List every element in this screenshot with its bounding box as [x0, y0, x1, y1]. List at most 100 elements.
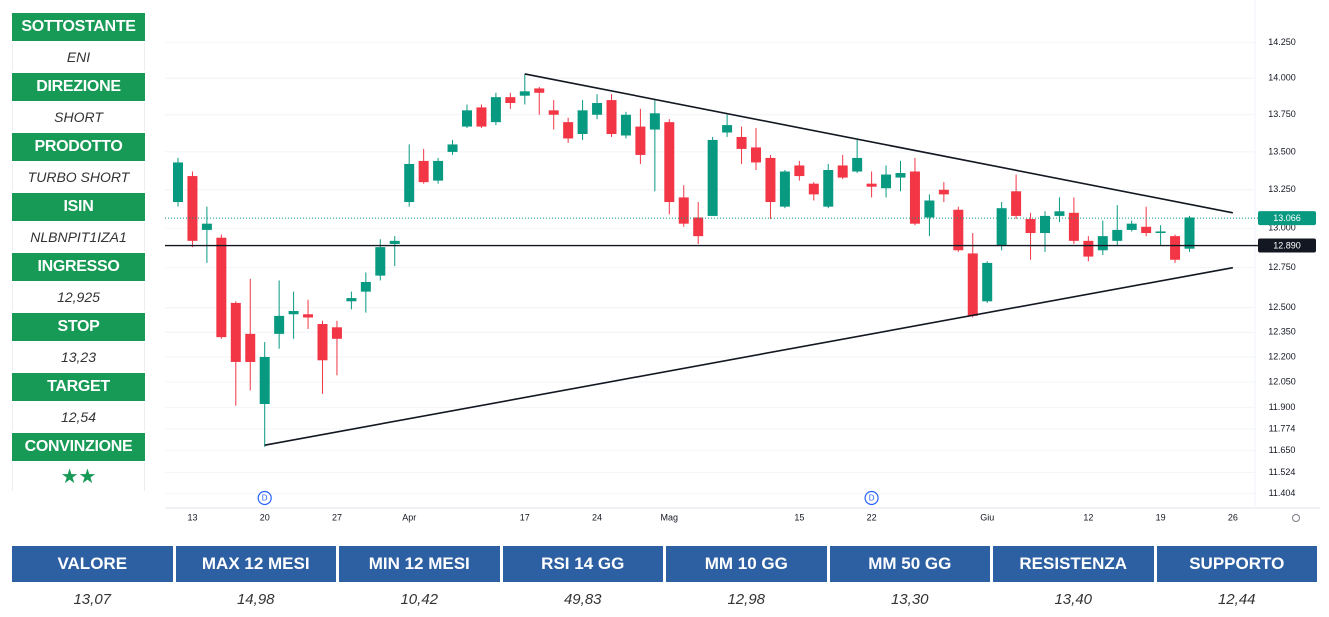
candle-body — [1040, 215, 1050, 234]
y-tick-label: 12.500 — [1268, 302, 1296, 312]
candle-body — [1184, 217, 1195, 249]
field-label: INGRESSO — [12, 253, 145, 281]
candle-body — [837, 165, 848, 178]
table-value: 14,98 — [175, 585, 336, 615]
candle-body — [606, 100, 617, 134]
candle-body — [953, 209, 964, 251]
field-value: TURBO SHORT — [12, 163, 145, 191]
candle-body — [346, 298, 357, 302]
settings-icon — [1292, 514, 1300, 522]
candle-body — [1068, 212, 1079, 241]
candle-body — [823, 169, 834, 207]
candle-body — [548, 110, 559, 115]
candle-body — [852, 157, 863, 172]
candle-body — [216, 237, 227, 338]
candle-body — [360, 282, 371, 292]
table-header: MAX 12 MESI — [175, 546, 336, 582]
field-label: PRODOTTO — [12, 133, 145, 161]
table-header: SUPPORTO — [1156, 546, 1317, 582]
x-tick-label: 13 — [187, 512, 197, 522]
candle-body — [433, 160, 444, 181]
candle-body — [1097, 236, 1108, 251]
candle-body — [1112, 229, 1123, 241]
candle-body — [592, 103, 603, 115]
table-header: VALORE — [12, 546, 173, 582]
event-label: D — [262, 494, 268, 503]
candle-body — [563, 122, 574, 139]
x-tick-label: 22 — [867, 512, 877, 522]
field-label: STOP — [12, 313, 145, 341]
candle-body — [881, 174, 892, 189]
candle-body — [664, 122, 675, 203]
y-tick-label: 11.900 — [1269, 402, 1296, 412]
candle-body — [620, 114, 631, 136]
candle-body — [924, 200, 935, 218]
y-tick-label: 11.524 — [1269, 467, 1296, 477]
field-value: 12,54 — [12, 403, 145, 431]
x-tick-label: Apr — [402, 512, 416, 522]
candle-body — [1141, 226, 1152, 234]
price-label: 12.890 — [1273, 240, 1301, 250]
x-tick-label: 26 — [1228, 512, 1238, 522]
y-tick-label: 13.500 — [1268, 146, 1296, 156]
y-tick-label: 13.750 — [1268, 109, 1296, 119]
candle-body — [288, 311, 299, 315]
candle-body — [635, 126, 646, 155]
candle-body — [794, 165, 805, 177]
price-label: 13.066 — [1273, 213, 1301, 223]
field-label: DIREZIONE — [12, 73, 145, 101]
candle-body — [722, 125, 733, 133]
candle-body — [476, 107, 487, 127]
event-label: D — [869, 494, 875, 503]
candle-body — [447, 144, 458, 152]
candle-body — [1011, 191, 1022, 216]
candle-body — [259, 356, 270, 404]
candle-body — [996, 208, 1007, 246]
candle-body — [389, 240, 400, 244]
table-value: 12,98 — [666, 585, 827, 615]
y-tick-label: 12.750 — [1268, 262, 1296, 272]
candle-body — [1054, 211, 1065, 216]
field-value: SHORT — [12, 103, 145, 131]
candle-body — [490, 97, 501, 123]
field-value: 12,925 — [12, 283, 145, 311]
x-tick-label: 19 — [1156, 512, 1166, 522]
candle-body — [462, 110, 472, 127]
y-tick-label: 12.050 — [1268, 376, 1296, 386]
candle-body — [519, 91, 530, 96]
table-value: 13,07 — [12, 585, 173, 615]
table-header: RSI 14 GG — [502, 546, 663, 582]
candle-body — [736, 136, 747, 149]
table-value: 13,40 — [993, 585, 1154, 615]
field-label: TARGET — [12, 373, 145, 401]
chart: 14.250 14.000 13.750 13.500 13.250 13.000 12.7… — [165, 0, 1320, 522]
candle-body — [765, 157, 776, 203]
x-tick-label: 12 — [1083, 512, 1093, 522]
field-value: ★★ — [12, 463, 145, 491]
candle-body — [982, 262, 993, 302]
candle-body — [331, 327, 342, 339]
table-value: 49,83 — [502, 585, 663, 615]
trend-line — [264, 266, 1233, 446]
table-value: 12,44 — [1156, 585, 1317, 615]
candle-body — [779, 171, 790, 207]
x-tick-label: 15 — [794, 512, 804, 522]
price-label-box — [1258, 211, 1316, 226]
candle-body — [693, 217, 704, 237]
candle-body — [317, 324, 328, 361]
y-tick-label: 12.200 — [1268, 351, 1296, 361]
candle-body — [404, 163, 415, 203]
candle-body — [1155, 231, 1166, 234]
y-tick-label: 13.000 — [1268, 223, 1296, 233]
candle-body — [201, 223, 212, 230]
candle-body — [938, 189, 949, 195]
candle-body — [534, 88, 545, 93]
candle-body — [505, 97, 516, 104]
x-tick-label: 24 — [592, 512, 602, 522]
candle-body — [649, 113, 660, 130]
candle-body — [245, 333, 256, 362]
table-header: MM 10 GG — [666, 546, 827, 582]
candle-body — [230, 302, 241, 362]
candle-body — [418, 160, 429, 183]
